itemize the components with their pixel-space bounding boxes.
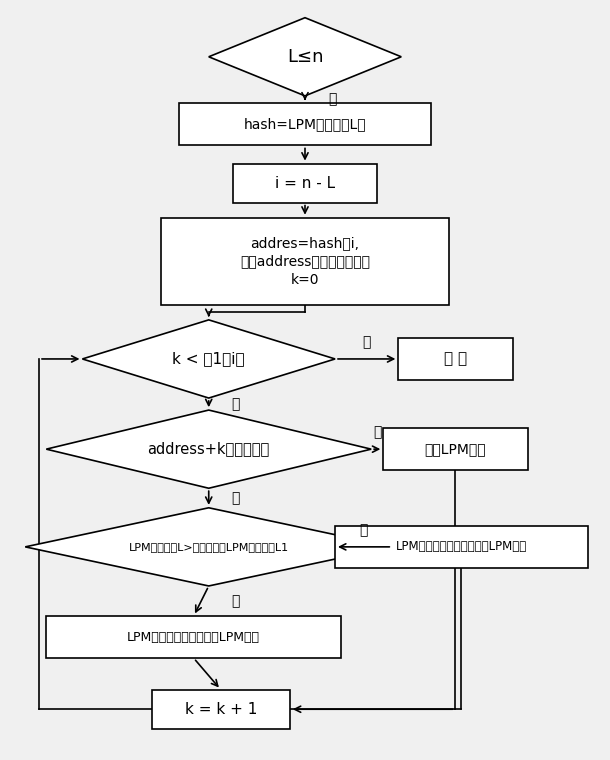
Text: LPM规则长度L>原地址上的LPM规则长度L1: LPM规则长度L>原地址上的LPM规则长度L1 (129, 542, 289, 552)
Polygon shape (82, 320, 335, 398)
Bar (383, 428, 528, 470)
Text: k = k + 1: k = k + 1 (185, 701, 257, 717)
Text: 是: 是 (232, 491, 240, 505)
Text: 是: 是 (232, 397, 240, 411)
Text: LPM规则不覆盖原地址上的LPM规则: LPM规则不覆盖原地址上的LPM规则 (396, 540, 527, 553)
Text: hash=LPM规则的前L位: hash=LPM规则的前L位 (243, 118, 367, 131)
Text: address+k是否被占用: address+k是否被占用 (148, 442, 270, 457)
Text: 是: 是 (328, 93, 336, 106)
Polygon shape (209, 17, 401, 96)
Bar (398, 338, 512, 380)
Text: 否: 否 (362, 335, 371, 350)
Bar (151, 689, 290, 729)
Bar (335, 526, 588, 568)
Text: 否: 否 (359, 524, 368, 537)
Polygon shape (25, 508, 392, 586)
Text: i = n - L: i = n - L (275, 176, 335, 191)
Polygon shape (46, 410, 371, 488)
Text: 存储LPM规则: 存储LPM规则 (425, 442, 486, 456)
Bar (160, 217, 450, 305)
Text: 结 束: 结 束 (444, 351, 467, 366)
Text: L≤n: L≤n (287, 48, 323, 66)
Text: 是: 是 (232, 594, 240, 608)
Text: 否: 否 (373, 426, 381, 439)
Bar (46, 616, 341, 658)
Bar (179, 103, 431, 145)
Text: LPM规则覆盖原地址上的LPM规则: LPM规则覆盖原地址上的LPM规则 (127, 631, 260, 644)
Bar (233, 163, 377, 203)
Text: k < （1《i）: k < （1《i） (173, 351, 245, 366)
Text: addres=hash《i,
以该address值为起始位置；
k=0: addres=hash《i, 以该address值为起始位置； k=0 (240, 236, 370, 287)
